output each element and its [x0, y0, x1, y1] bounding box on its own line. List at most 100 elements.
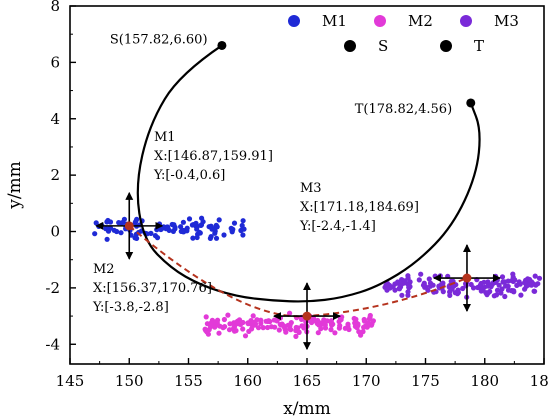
point-m3: [502, 293, 508, 300]
y-tick-label: 8: [50, 0, 60, 15]
point-m3: [416, 277, 422, 283]
center-m3: [462, 273, 472, 283]
point-m2: [258, 317, 264, 323]
annotations: M1 X:[146.87,159.91] Y:[-0.4,0.6] M2 X:[156.…: [92, 130, 419, 315]
point-m1: [165, 225, 171, 231]
annotation-m3-line: X:[171.18,184.69]: [300, 200, 419, 215]
legend-label-s: S: [378, 37, 388, 55]
point-m2: [328, 320, 334, 326]
point-m1: [240, 218, 246, 224]
annotation-m3-line: Y:[-2.4,-1.4]: [299, 219, 376, 234]
point-m2: [260, 325, 266, 331]
point-m2: [285, 322, 291, 328]
point-m1: [105, 217, 111, 224]
point-m2: [315, 330, 321, 336]
point-m1: [118, 230, 124, 236]
point-m3: [463, 283, 469, 289]
legend-marker-m1: [288, 15, 300, 27]
point-m3: [499, 274, 506, 280]
x-axis-label: x/mm: [283, 399, 331, 419]
point-m1: [105, 228, 112, 234]
trajectory-curve: [136, 44, 481, 303]
point-m3: [481, 279, 487, 285]
point-m3: [407, 284, 413, 290]
annotation-m1-line: M1: [154, 130, 176, 145]
point-m1: [197, 229, 203, 236]
center-arrows: [95, 191, 501, 351]
point-m3: [395, 279, 401, 285]
point-m3: [405, 273, 411, 279]
point-m1: [206, 224, 212, 230]
annotation-m1-line: X:[146.87,159.91]: [154, 149, 273, 164]
point-m3: [509, 288, 515, 294]
point-m3: [482, 284, 488, 290]
point-m2: [245, 320, 251, 326]
point-m3: [426, 276, 432, 282]
point-m3: [427, 283, 433, 289]
point-m2: [276, 327, 282, 333]
x-tick-label: 145: [56, 372, 85, 390]
point-m2: [221, 316, 227, 323]
point-m1: [198, 222, 204, 228]
point-m2: [336, 319, 342, 325]
point-m3: [517, 281, 523, 287]
point-m2: [287, 310, 293, 316]
point-m3: [396, 286, 403, 292]
point-m2: [301, 323, 307, 329]
dashed-path: [128, 225, 468, 318]
point-t: [466, 98, 476, 108]
x-tick-label: 185: [530, 372, 550, 390]
point-m2: [342, 325, 348, 331]
scatter-points: [92, 215, 543, 339]
point-m1: [171, 222, 177, 228]
point-m1: [216, 217, 222, 223]
point-m3: [455, 288, 461, 294]
point-m2: [328, 327, 334, 333]
point-m2: [293, 333, 299, 339]
point-m3: [531, 288, 537, 294]
y-tick-label: -4: [45, 335, 60, 353]
point-m2: [361, 316, 367, 323]
point-m3: [509, 278, 515, 284]
point-m1: [172, 226, 178, 232]
point-t-label: T(178.82,4.56): [355, 102, 452, 117]
point-m3: [399, 292, 405, 298]
point-m2: [293, 324, 299, 331]
x-tick-label: 165: [293, 372, 322, 390]
annotation-m2-line: X:[156.37,170.76]: [93, 281, 212, 296]
legend-label-m1: M1: [322, 12, 347, 30]
point-m2: [356, 329, 362, 335]
point-m2: [246, 328, 252, 334]
point-m1: [221, 232, 227, 238]
annotation-m2-line: M2: [93, 262, 115, 277]
point-m3: [418, 271, 424, 277]
x-tick-label: 155: [174, 372, 203, 390]
y-axis-label: y/mm: [5, 161, 25, 210]
point-m2: [288, 327, 294, 333]
point-m2: [232, 322, 238, 328]
point-m3: [523, 283, 529, 289]
x-tick-label: 160: [233, 372, 262, 390]
legend-marker-m2: [374, 15, 386, 27]
point-m2: [250, 313, 256, 319]
point-m3: [402, 278, 408, 284]
point-m3: [494, 287, 501, 293]
point-m3: [505, 287, 512, 293]
point-m1: [180, 219, 186, 225]
point-m3: [510, 271, 516, 277]
point-m2: [352, 320, 358, 326]
point-m2: [233, 328, 239, 334]
point-m1: [93, 220, 99, 226]
x-tick-label: 170: [352, 372, 381, 390]
axes: 145 150 155 160 165 170 175 180 185 -4 -2 0 2 4 6 8: [45, 0, 550, 390]
point-m2: [252, 320, 258, 326]
legend-label-m2: M2: [408, 12, 433, 30]
point-m2: [279, 321, 285, 327]
point-m2: [271, 317, 278, 323]
point-m2: [354, 325, 360, 331]
point-m3: [485, 282, 491, 288]
point-m1: [190, 235, 196, 241]
x-tick-label: 150: [115, 372, 144, 390]
legend-marker-m3: [460, 15, 472, 27]
point-m2: [205, 331, 211, 337]
